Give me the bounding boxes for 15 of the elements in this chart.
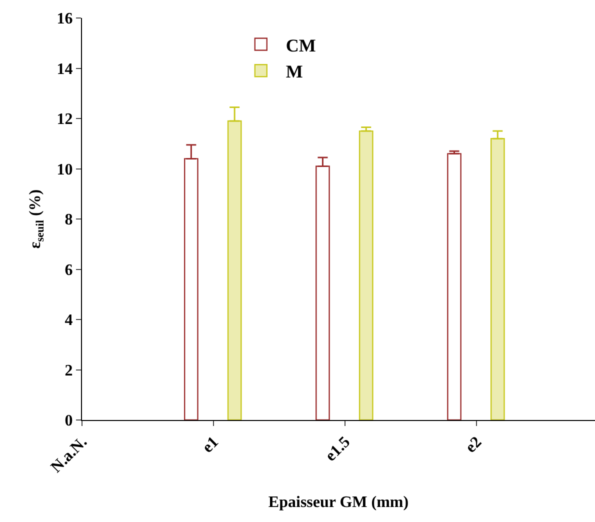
legend-label: CM (286, 35, 316, 56)
y-tick-label: 0 (64, 412, 73, 430)
x-axis-title: Epaisseur GM (mm) (268, 494, 409, 511)
y-tick-label: 2 (64, 362, 73, 380)
x-tick-label: e2 (462, 434, 486, 456)
y-tick-label: 6 (64, 262, 73, 279)
x-tick-label: e1 (199, 434, 222, 456)
y-tick-label: 8 (64, 212, 73, 229)
y-tick-label: 12 (56, 111, 73, 128)
y-tick-label: 10 (56, 161, 73, 178)
legend-label: M (286, 62, 303, 82)
y-tick-label: 16 (56, 10, 73, 28)
x-tick-label: e1.5 (322, 434, 354, 465)
y-tick-label: 4 (64, 312, 73, 330)
y-tick-label: 14 (56, 60, 73, 78)
